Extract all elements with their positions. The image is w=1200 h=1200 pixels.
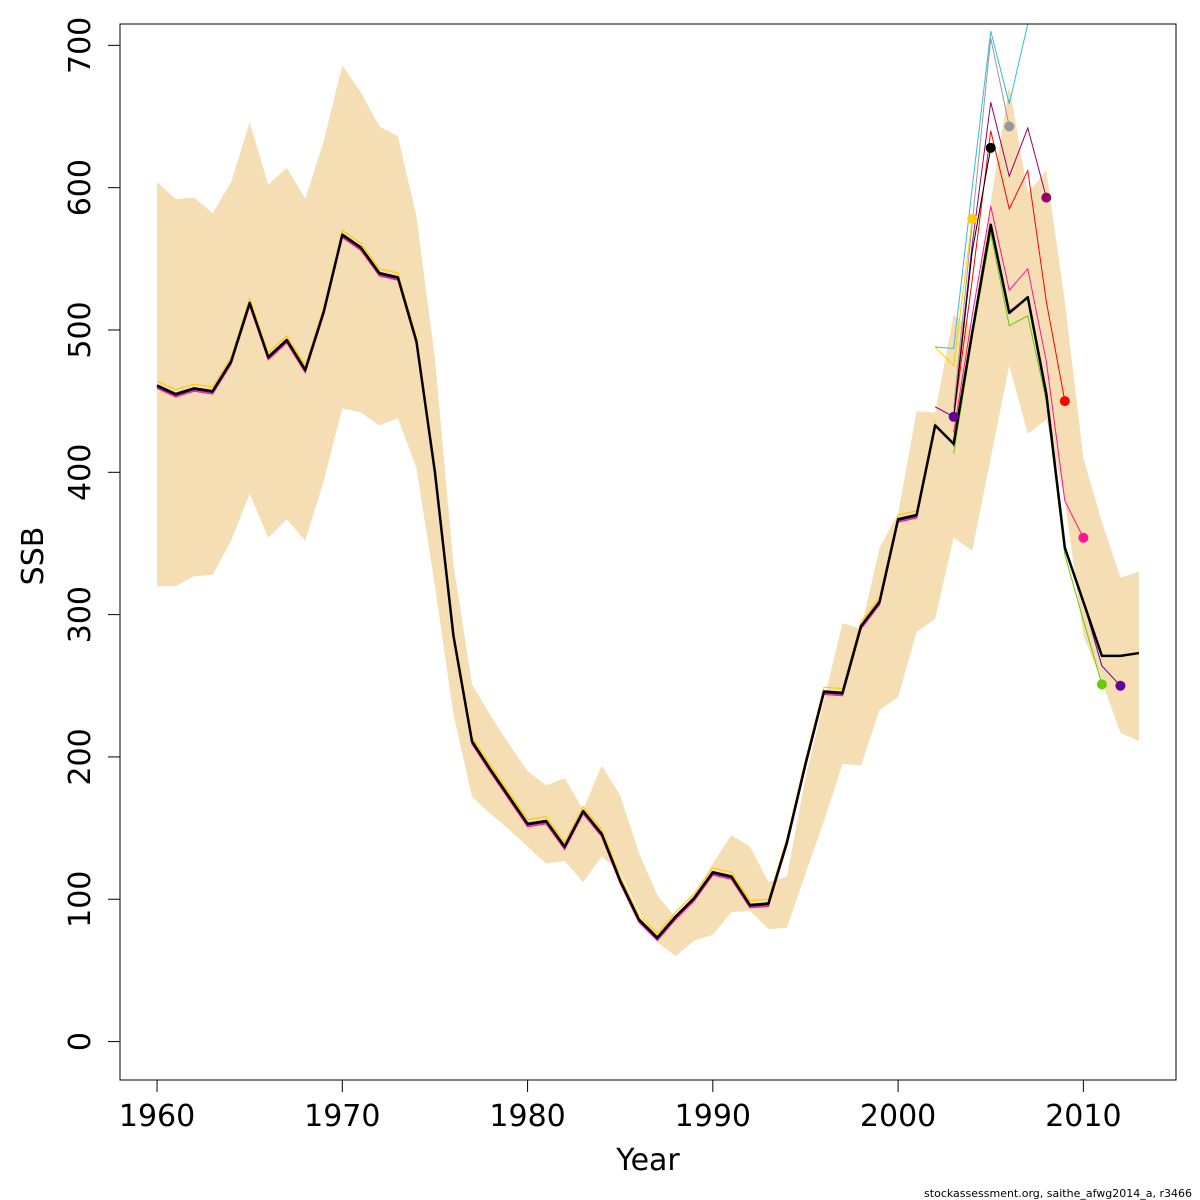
x-tick-label-1970: 1970	[304, 1099, 380, 1134]
peel-point-2010	[1078, 532, 1089, 543]
x-tick-label-1980: 1980	[489, 1099, 565, 1134]
peel-points-group	[948, 121, 1126, 691]
y-axis: 0 100 200 300 400 500 600 700	[63, 17, 121, 1051]
retro-line-5	[953, 102, 1047, 416]
x-axis: 1960 1970 1980 1990 2000 2010	[119, 1079, 1122, 1134]
x-tick-label-2000: 2000	[860, 1099, 936, 1134]
y-tick-label-100: 100	[63, 871, 98, 928]
retro-line-3	[953, 206, 1084, 538]
y-tick-label-200: 200	[63, 728, 98, 785]
retro-line-4	[953, 130, 1066, 419]
y-tick-label-300: 300	[63, 586, 98, 643]
y-tick-label-700: 700	[63, 17, 98, 74]
retro-line-10	[935, 23, 1029, 350]
peel-point-2006	[1004, 121, 1015, 132]
retro-line-6	[953, 38, 1010, 409]
y-tick-label-500: 500	[63, 301, 98, 358]
y-tick-label-400: 400	[63, 444, 98, 501]
confidence-band-area	[157, 65, 1139, 957]
credit-text: stockassessment.org, saithe_afwg2014_a, …	[924, 1187, 1192, 1200]
peel-point-2004	[967, 213, 978, 224]
y-axis-title: SSB	[16, 527, 51, 586]
x-tick-label-2010: 2010	[1045, 1099, 1121, 1134]
peel-point-2008	[1041, 192, 1052, 203]
peel-point-2012	[1115, 680, 1126, 691]
peel-point-2005	[985, 142, 996, 153]
peel-point-2009	[1059, 396, 1070, 407]
main-series-group	[156, 223, 1140, 939]
main-series-line	[156, 223, 1140, 939]
peel-point-2011	[1096, 679, 1107, 690]
peel-point-2003	[948, 411, 959, 422]
x-tick-label-1960: 1960	[119, 1099, 195, 1134]
x-axis-title: Year	[615, 1143, 680, 1178]
x-tick-label-1990: 1990	[675, 1099, 751, 1134]
retro-line-7	[953, 147, 992, 419]
retro-line-8	[934, 218, 973, 367]
y-tick-label-600: 600	[63, 159, 98, 216]
y-tick-label-0: 0	[63, 1032, 98, 1051]
confidence-band	[157, 65, 1139, 957]
